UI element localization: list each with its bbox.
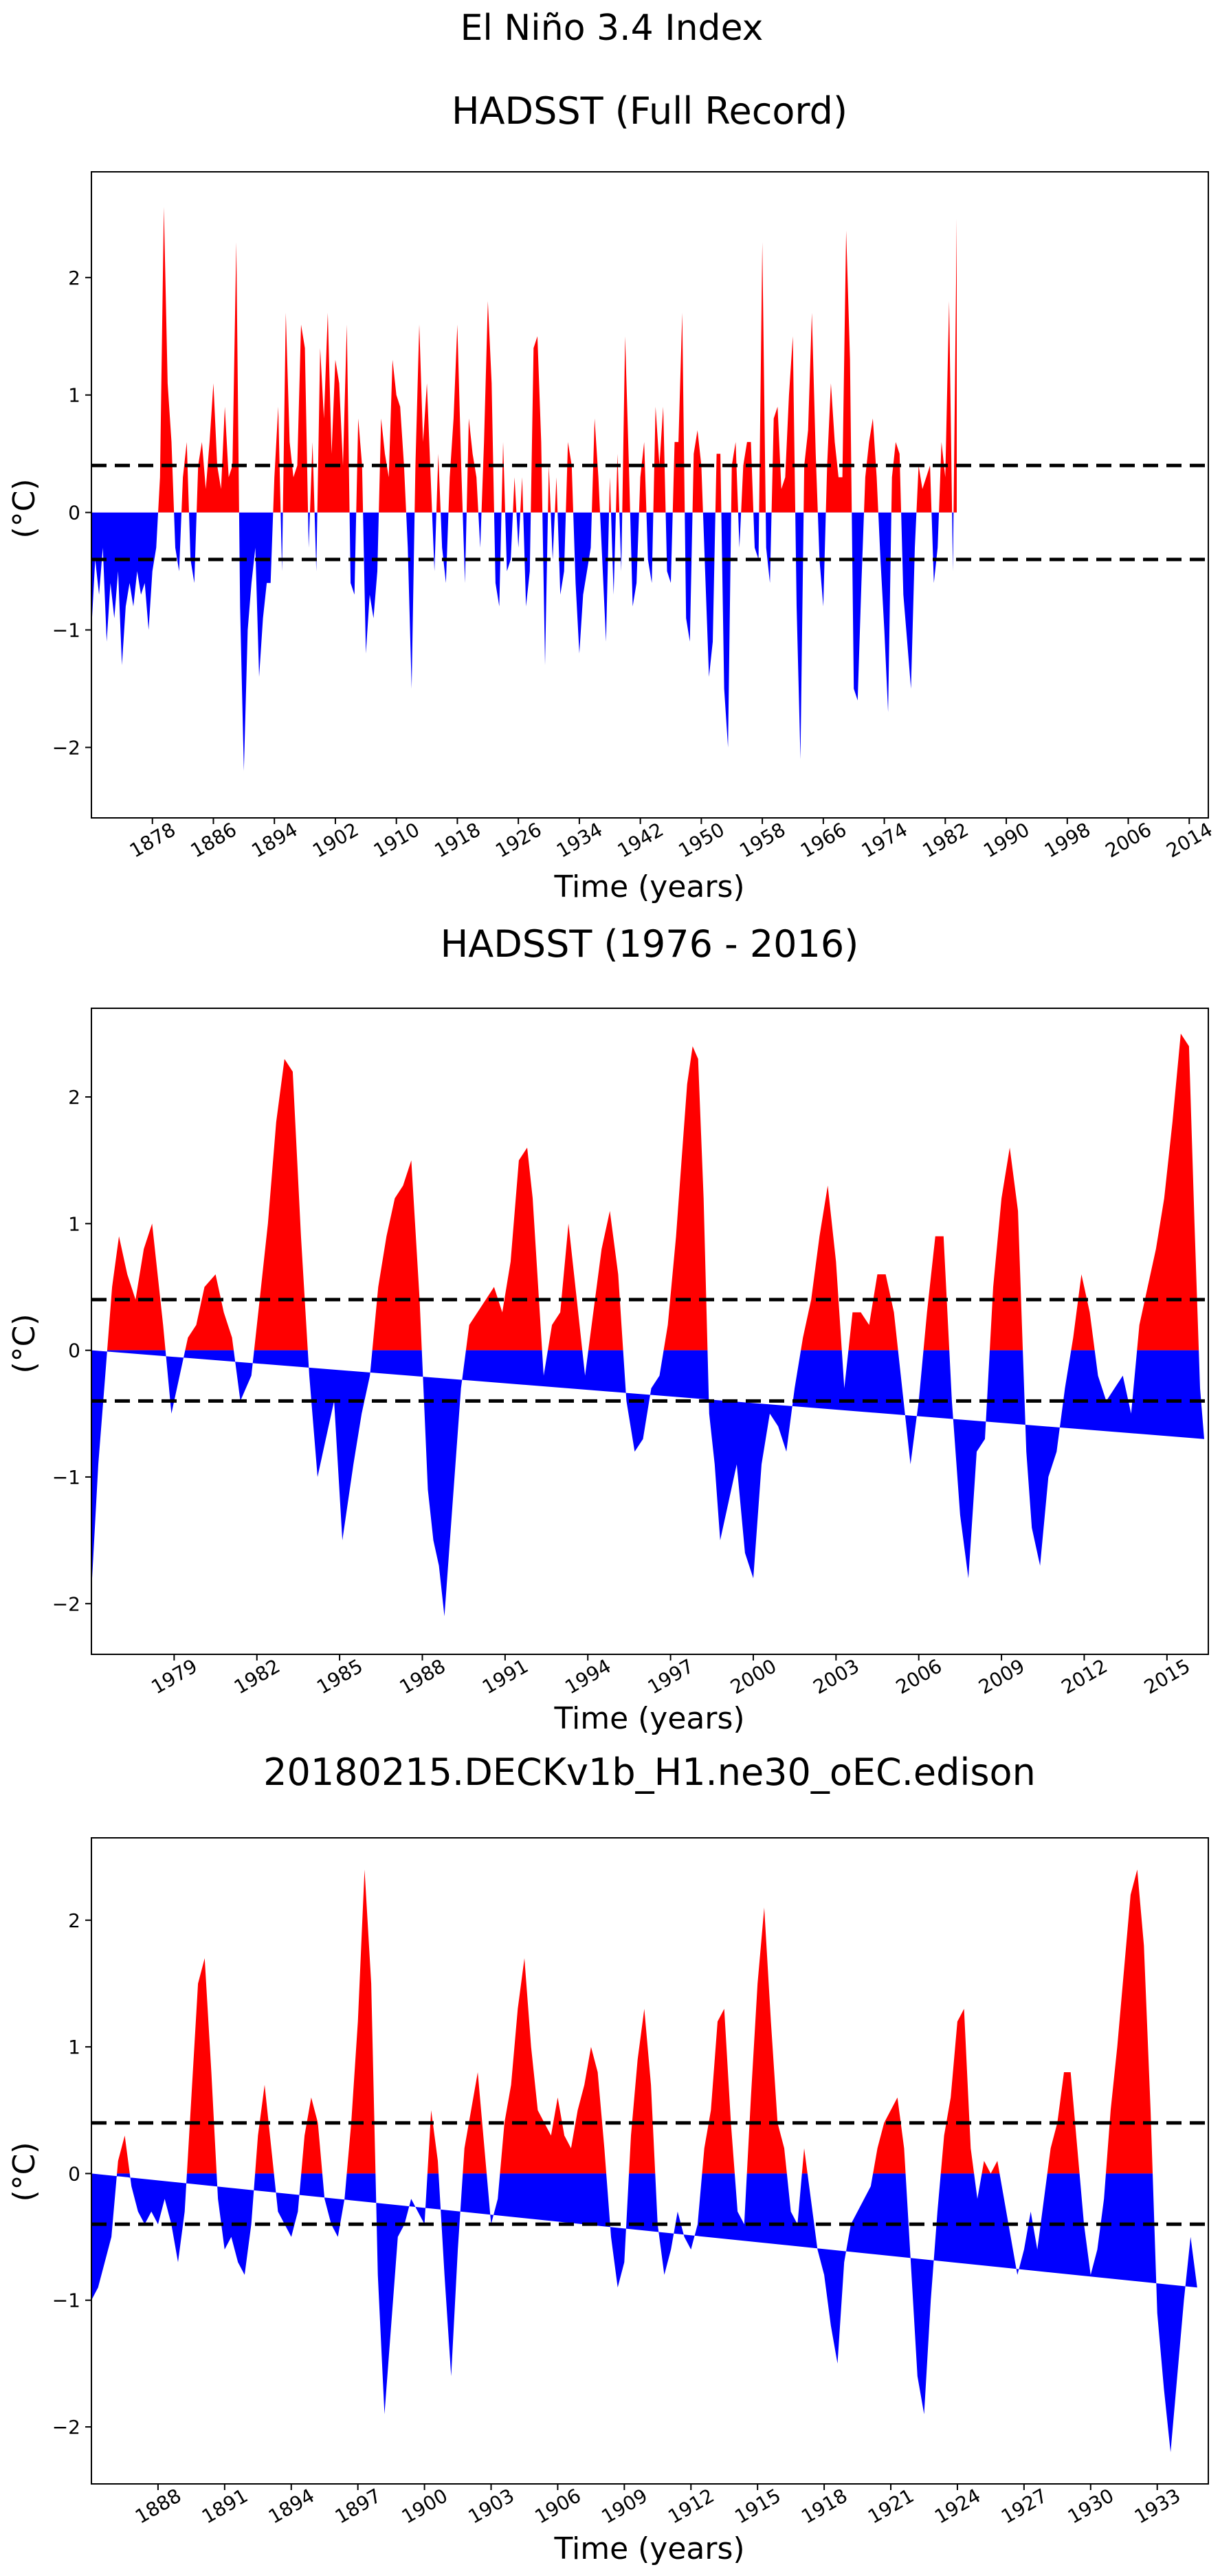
y-tick-label: 2	[68, 267, 80, 289]
x-tick-label: 1933	[1131, 2484, 1184, 2528]
y-tick-label: −1	[52, 1466, 80, 1489]
y-tick-label: −2	[52, 1592, 80, 1615]
x-tick-label: 2003	[809, 1654, 863, 1698]
x-tick-label: 1982	[918, 818, 972, 862]
x-tick-label: 1942	[614, 818, 667, 862]
plot-frame	[91, 1008, 1209, 1655]
x-tick-label: 1966	[797, 818, 850, 862]
x-tick-label: 1930	[1064, 2484, 1118, 2528]
x-tick-label: 2009	[975, 1654, 1028, 1698]
x-tick-label: 1902	[309, 818, 362, 862]
x-tick-label: 1909	[597, 2484, 651, 2528]
x-tick-label: 1998	[1041, 818, 1094, 862]
y-tick-label: 0	[68, 502, 80, 524]
x-tick-label: 1921	[864, 2484, 918, 2528]
x-tick-label: 1985	[313, 1654, 366, 1698]
x-tick-label: 1924	[931, 2484, 984, 2528]
x-tick-label: 1991	[478, 1654, 532, 1698]
x-tick-label: 1906	[531, 2484, 585, 2528]
x-tick-label: 2015	[1140, 1654, 1194, 1698]
panel-1976-2016: HADSST (1976 - 2016) Time (years) (°C) −…	[7, 922, 1209, 1736]
x-tick-label: 1927	[997, 2484, 1051, 2528]
figure-suptitle: El Niño 3.4 Index	[461, 8, 764, 49]
x-tick-label: 2012	[1058, 1654, 1111, 1698]
panel-title: HADSST (1976 - 2016)	[441, 922, 859, 966]
y-axis-label: (°C)	[7, 1313, 42, 1373]
y-tick-label: −1	[52, 619, 80, 642]
plot-frame	[91, 171, 1209, 819]
x-tick-label: 1897	[331, 2484, 385, 2528]
x-tick-label: 1958	[735, 818, 789, 862]
x-tick-label: 2014	[1162, 818, 1216, 862]
x-axis-label: Time (years)	[553, 1701, 744, 1736]
x-tick-label: 1994	[561, 1654, 614, 1698]
x-tick-label: 1888	[131, 2484, 185, 2528]
x-tick-label: 2006	[1102, 818, 1155, 862]
x-tick-label: 1886	[187, 818, 241, 862]
x-tick-label: 1900	[398, 2484, 452, 2528]
x-tick-label: 1934	[553, 818, 606, 862]
y-tick-label: 1	[68, 2036, 80, 2058]
y-tick-label: 1	[68, 384, 80, 407]
x-tick-label: 2006	[892, 1654, 946, 1698]
x-tick-label: 1910	[370, 818, 423, 862]
x-tick-label: 1894	[265, 2484, 318, 2528]
y-axis-label: (°C)	[7, 2142, 42, 2201]
x-tick-label: 1950	[675, 818, 729, 862]
x-tick-label: 1997	[644, 1654, 698, 1698]
x-tick-label: 1982	[230, 1654, 284, 1698]
x-tick-label: 1979	[148, 1654, 201, 1698]
positive-anomaly-area	[91, 1033, 1199, 1351]
x-tick-label: 1990	[979, 818, 1033, 862]
x-tick-label: 1894	[247, 818, 301, 862]
x-tick-label: 1915	[731, 2484, 784, 2528]
x-tick-label: 1878	[126, 818, 179, 862]
panel-full-record: HADSST (Full Record) Time (years) (°C) −…	[7, 89, 1217, 904]
y-tick-label: 2	[68, 1086, 80, 1109]
x-tick-label: 1891	[198, 2484, 252, 2528]
x-axis-label: Time (years)	[553, 869, 744, 904]
x-tick-label: 1988	[396, 1654, 450, 1698]
y-tick-label: −2	[52, 736, 80, 759]
x-tick-label: 1974	[858, 818, 911, 862]
positive-anomaly-area	[91, 207, 957, 513]
plot-frame	[91, 1837, 1209, 2485]
x-tick-label: 1912	[664, 2484, 718, 2528]
x-tick-label: 1903	[465, 2484, 518, 2528]
y-tick-label: 1	[68, 1212, 80, 1235]
panel-model-run: 20180215.DECKv1b_H1.ne30_oEC.edison Time…	[7, 1751, 1209, 2566]
y-axis-label: (°C)	[7, 478, 42, 538]
x-tick-label: 1918	[431, 818, 485, 862]
x-tick-label: 1926	[491, 818, 545, 862]
x-tick-label: 2000	[727, 1654, 780, 1698]
positive-anomaly-area	[91, 1869, 1153, 2174]
panel-title: 20180215.DECKv1b_H1.ne30_oEC.edison	[263, 1751, 1036, 1794]
negative-anomaly-area	[91, 2173, 1197, 2452]
negative-anomaly-area	[91, 512, 954, 771]
y-tick-label: 0	[68, 1340, 80, 1362]
x-tick-label: 1918	[797, 2484, 851, 2528]
panel-title: HADSST (Full Record)	[452, 89, 847, 133]
y-tick-label: −1	[52, 2289, 80, 2312]
plot-area: −2 −1 0 1 2 1888 1891 1894 1897 1900 1903 1906 1909 1…	[52, 1837, 1209, 2529]
y-tick-label: 0	[68, 2162, 80, 2185]
y-tick-label: −2	[52, 2416, 80, 2439]
y-tick-label: 2	[68, 1909, 80, 1932]
x-axis-label: Time (years)	[553, 2531, 744, 2566]
plot-area: −2 −1 0 1 2 1979 1982 1985 1988 1991 1994 1997 2000 2…	[52, 1008, 1209, 1699]
negative-anomaly-area	[91, 1350, 1204, 1617]
